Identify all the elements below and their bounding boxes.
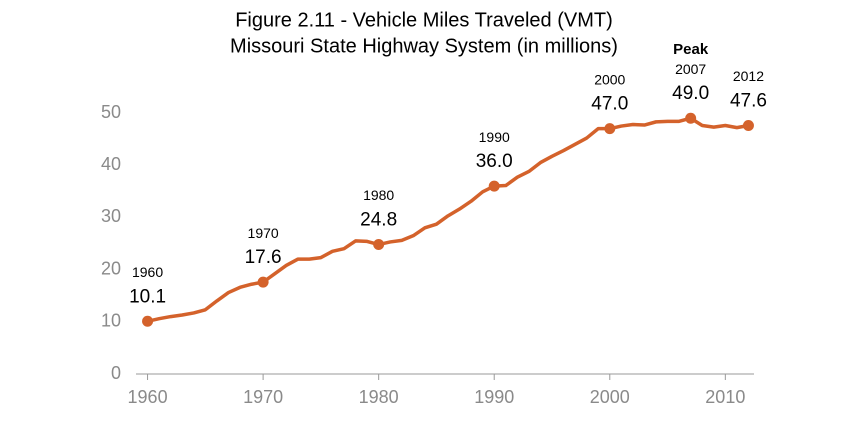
x-tick-label: 1970 <box>243 387 283 407</box>
point-marker <box>742 120 754 132</box>
point-label: 2000 <box>594 71 625 87</box>
x-tick-label: 1980 <box>359 387 399 407</box>
point-marker <box>604 123 616 135</box>
point-marker <box>142 315 154 327</box>
value-label: 36.0 <box>476 151 513 172</box>
value-label: 17.6 <box>245 247 282 268</box>
point-marker <box>373 239 385 251</box>
value-label: 47.0 <box>591 94 628 115</box>
y-tick-label: 50 <box>101 102 121 122</box>
line <box>147 116 749 323</box>
annotation: Peak <box>673 41 709 58</box>
value-label: 49.0 <box>672 83 709 104</box>
y-tick-label: 20 <box>101 258 121 278</box>
point-label: 1990 <box>479 129 510 145</box>
chart-title: Figure 2.11 - Vehicle Miles Traveled (VM… <box>235 9 613 31</box>
value-label: 10.1 <box>129 286 166 307</box>
point-label: 1960 <box>132 264 163 280</box>
x-tick-label: 2000 <box>590 387 630 407</box>
y-tick-label: 40 <box>101 154 121 174</box>
x-tick-label: 1990 <box>474 387 514 407</box>
point-marker <box>685 112 697 124</box>
point-label: 2012 <box>733 68 764 84</box>
point-marker <box>257 276 269 288</box>
point-label: 1980 <box>363 187 394 203</box>
value-label: 47.6 <box>730 91 767 112</box>
point-label: 1970 <box>248 225 279 241</box>
x-tick-label: 1960 <box>128 387 168 407</box>
point-label: 2007 <box>675 61 706 77</box>
value-label: 24.8 <box>360 210 397 231</box>
y-tick-label: 0 <box>111 363 121 383</box>
point-marker <box>488 180 500 192</box>
y-tick-label: 10 <box>101 311 121 331</box>
chart-subtitle: Missouri State Highway System (in millio… <box>230 35 618 57</box>
x-tick-label: 2010 <box>705 387 745 407</box>
y-tick-label: 30 <box>101 206 121 226</box>
